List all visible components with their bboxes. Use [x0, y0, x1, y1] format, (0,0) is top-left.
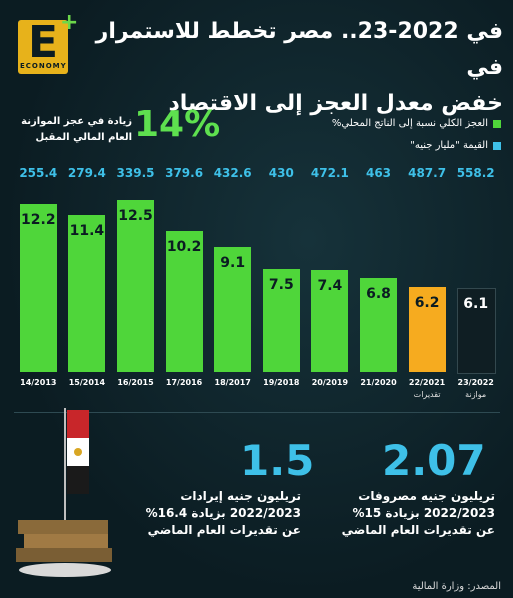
value-label: 430 [268, 166, 294, 180]
money-stack-2 [24, 534, 108, 548]
stat-expenses-line-3: عن تقديرات العام الماضي [341, 523, 495, 537]
bar [262, 268, 300, 372]
economy-logo: E + ECONOMY [8, 12, 78, 86]
bar [165, 231, 203, 372]
category-sublabel: تقديرات [413, 390, 441, 399]
category-label: 16/2015 [117, 378, 154, 387]
bar-data-label: 10.2 [166, 239, 202, 256]
legend-swatch-green [493, 119, 501, 128]
highlight-line-2: العام المالي المقبل [35, 132, 132, 143]
flag-black-stripe [67, 466, 89, 494]
category-label: 20/2019 [311, 378, 349, 387]
value-label: 339.5 [116, 166, 155, 180]
stat-revenue-number: 1.5 [240, 436, 315, 485]
category-label: 19/2018 [263, 378, 300, 387]
legend-deficit-label: العجز الكلي نسبة إلى الناتج المحلي% [331, 118, 488, 129]
bar [19, 203, 57, 372]
legend-value: القيمة "مليار جنيه" [410, 140, 501, 151]
money-stack-1 [18, 520, 108, 534]
category-label: 21/2020 [360, 378, 397, 387]
bar-data-label: 12.2 [21, 211, 56, 228]
value-label: 487.7 [408, 166, 447, 180]
bar [214, 246, 252, 372]
value-label: 558.2 [456, 166, 495, 180]
flag-eagle-icon [74, 448, 82, 456]
category-label: 14/2013 [20, 378, 57, 387]
logo-badge [18, 20, 68, 74]
stat-expenses-line-2: 2022/2023 بزيادة 15% [352, 506, 495, 520]
bar-chart: 558.2 6.1 23/2022 موازنة 487.7 6.2 22/2021 تقدي… [19, 166, 497, 399]
legend-deficit: العجز الكلي نسبة إلى الناتج المحلي% [332, 118, 501, 129]
stat-revenue-line-2: 2022/2023 بزيادة 16.4% [145, 506, 301, 520]
value-label: 279.4 [67, 166, 106, 180]
bar-data-label: 6.8 [366, 286, 391, 303]
pedestal [19, 563, 111, 577]
stat-expenses-number: 2.07 [382, 436, 486, 485]
category-label: 15/2014 [68, 378, 106, 387]
page-title: في 2022-23.. مصر تخطط للاستمرار في خفض م… [83, 14, 503, 122]
stat-revenue-line-1: تريليون جنيه إيرادات [180, 489, 301, 503]
plus-icon: + [60, 10, 79, 35]
legend-value-label: القيمة "مليار جنيه" [410, 140, 488, 151]
category-label: 22/2021 [408, 378, 446, 387]
flag-red-stripe [67, 410, 89, 438]
bar [408, 286, 446, 372]
money-stack-3 [16, 548, 112, 562]
value-label: 379.6 [165, 166, 204, 180]
stat-revenue-text: تريليون جنيه إيرادات 2022/2023 بزيادة 16… [131, 488, 301, 539]
value-label: 472.1 [310, 166, 349, 180]
highlight-line-1: زيادة في عجز الموازنة [21, 116, 132, 127]
bar-data-label: 7.5 [268, 276, 294, 293]
category-label: 18/2017 [214, 378, 251, 387]
logo-text: ECONOMY [20, 62, 67, 70]
bar-data-label: 6.1 [463, 295, 489, 312]
stat-revenue-line-3: عن تقديرات العام الماضي [147, 523, 301, 537]
bar [311, 269, 349, 372]
value-label: 432.6 [213, 166, 252, 180]
bar-data-label: 11.4 [69, 222, 105, 239]
bar-data-label: 12.5 [118, 207, 153, 224]
bar [117, 199, 154, 372]
highlight-percent: 14% [134, 104, 221, 145]
value-label: 255.4 [19, 166, 58, 180]
value-label: 463 [365, 166, 392, 180]
highlight-caption: زيادة في عجز الموازنة العام المالي المقب… [14, 114, 132, 146]
legend-swatch-cyan [493, 141, 501, 150]
bar [360, 278, 397, 372]
bar-data-label: 9.1 [220, 254, 246, 271]
category-label: 17/2016 [165, 378, 203, 387]
flag-money-illustration [16, 408, 112, 577]
category-label: 23/2022 [457, 378, 494, 387]
logo-letter: E [27, 17, 59, 68]
stat-expenses-text: تريليون جنيه مصروفات 2022/2023 بزيادة 15… [305, 488, 495, 539]
bar [68, 214, 106, 372]
divider [14, 412, 500, 413]
bar-data-label: 7.4 [317, 277, 343, 294]
source-note: المصدر: وزارة المالية [412, 581, 501, 592]
bar-data-label: 6.2 [414, 294, 440, 311]
bar [457, 287, 497, 374]
title-line-2: خفض معدل العجز إلى الاقتصاد [168, 91, 503, 116]
title-line-1: في 2022-23.. مصر تخطط للاستمرار في [95, 19, 503, 80]
category-sublabel: موازنة [465, 390, 487, 399]
stat-expenses-line-1: تريليون جنيه مصروفات [358, 489, 495, 503]
